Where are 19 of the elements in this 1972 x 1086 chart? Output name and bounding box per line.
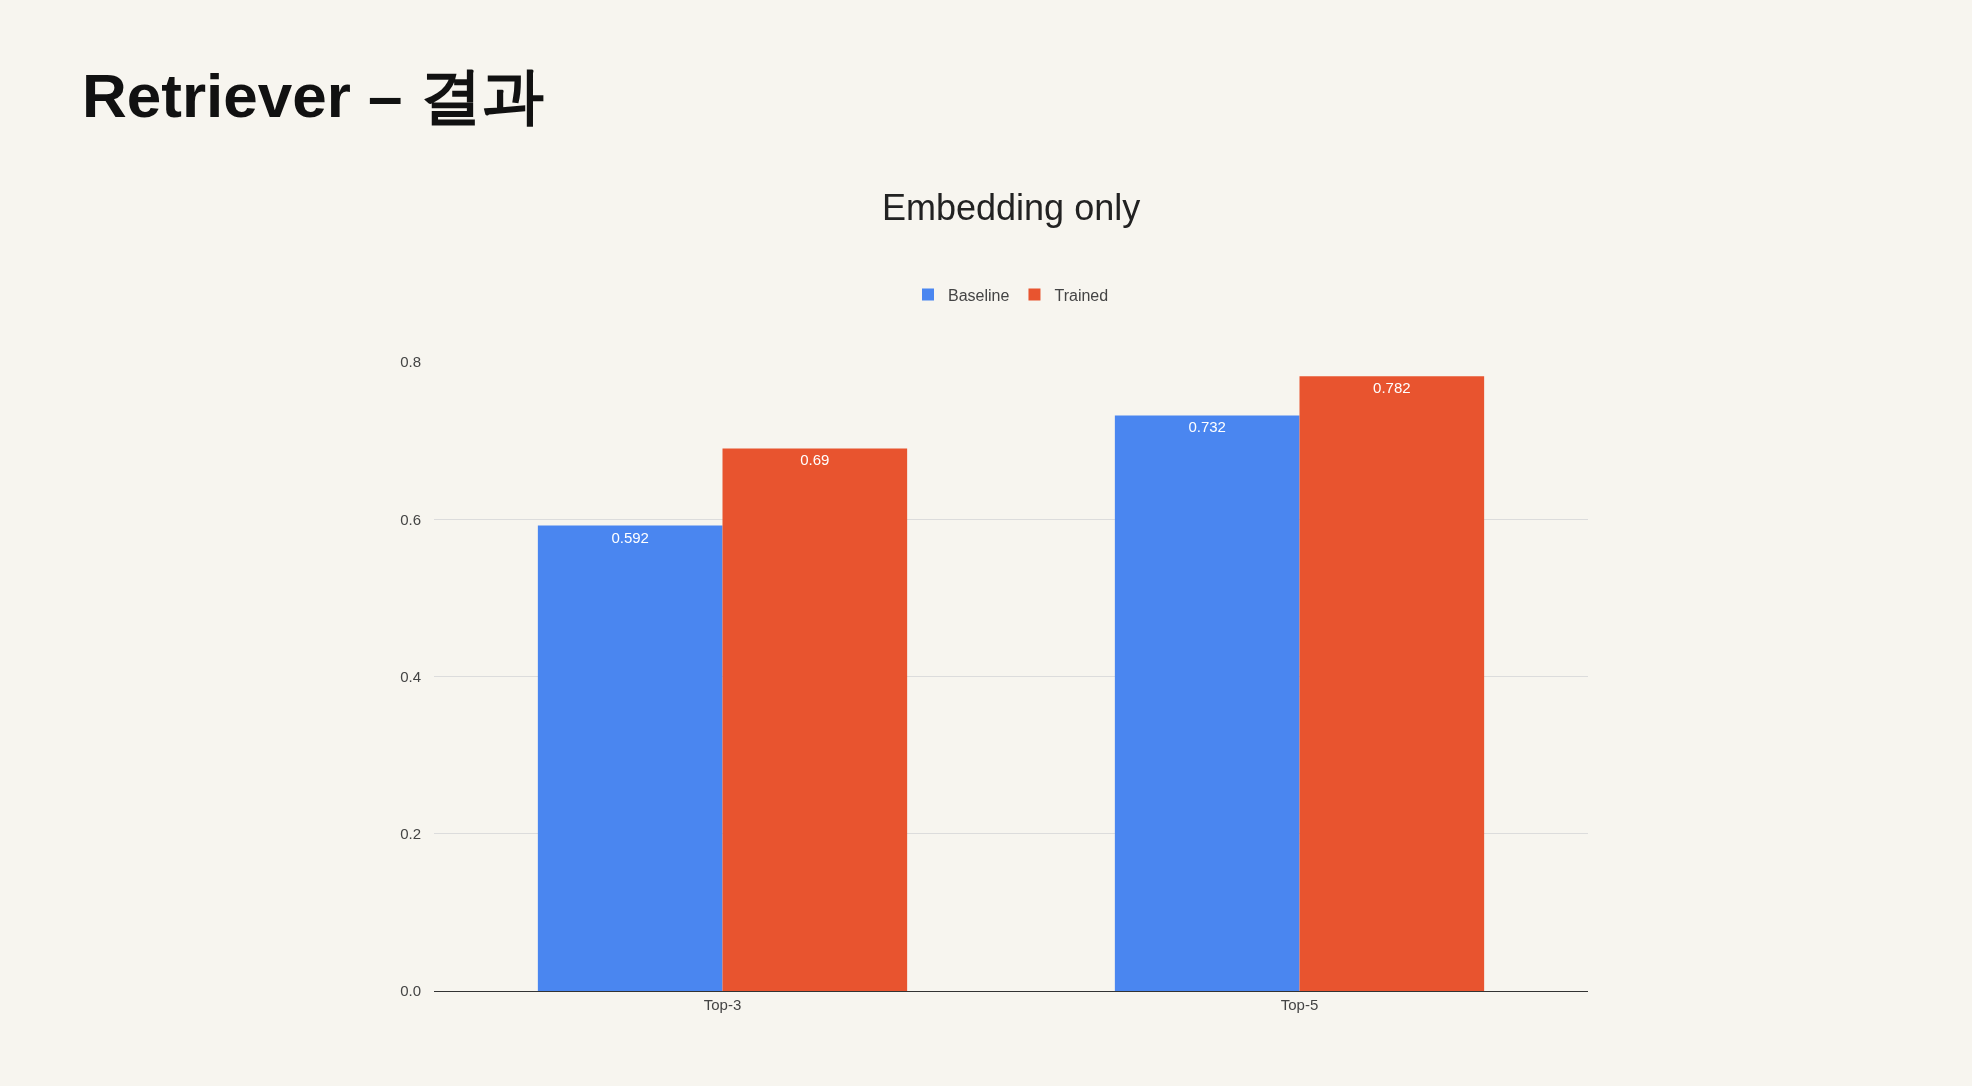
y-tick-label: 0.0 bbox=[400, 982, 421, 1000]
chart-title: Retriever – 결과 bbox=[82, 61, 544, 130]
bar bbox=[1114, 415, 1300, 991]
data-label: 0.69 bbox=[800, 451, 830, 469]
legend-label: Baseline bbox=[948, 286, 1010, 304]
y-tick-label: 0.4 bbox=[400, 667, 421, 685]
legend-label: Trained bbox=[1054, 286, 1109, 304]
data-label: 0.592 bbox=[611, 528, 649, 546]
y-tick-label: 0.2 bbox=[400, 825, 421, 842]
x-tick-label: Top-3 bbox=[703, 996, 742, 1013]
y-tick-label: 0.8 bbox=[400, 353, 421, 371]
data-label: 0.782 bbox=[1373, 379, 1411, 397]
bar bbox=[722, 448, 908, 991]
chart-subtitle: Embedding only bbox=[882, 187, 1141, 228]
bar bbox=[1299, 376, 1485, 991]
bar bbox=[537, 525, 723, 991]
y-tick-label: 0.6 bbox=[400, 510, 421, 528]
data-label: 0.732 bbox=[1188, 418, 1226, 436]
x-tick-label: Top-5 bbox=[1280, 996, 1319, 1013]
